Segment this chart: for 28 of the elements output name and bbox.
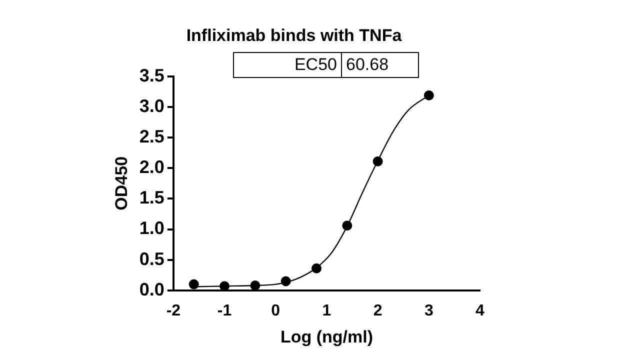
point bbox=[342, 220, 352, 231]
chart-title: Infliximab binds with TNFa bbox=[186, 26, 402, 45]
text: EC50 bbox=[234, 52, 342, 78]
y-axis-title: OD450 bbox=[112, 156, 131, 210]
x-tick-label: -2 bbox=[166, 302, 181, 320]
x-tick-label: 1 bbox=[322, 302, 332, 320]
y-tick-label: 3.5 bbox=[139, 65, 164, 86]
y-tick-label: 1.5 bbox=[139, 188, 164, 208]
y-tick-label: 2.0 bbox=[139, 157, 164, 178]
y-tick-label: 3.0 bbox=[139, 96, 164, 116]
y-tick-label: 0.5 bbox=[139, 248, 164, 269]
y-tick-label: 1.0 bbox=[139, 218, 164, 238]
x-tick-label: 2 bbox=[373, 302, 382, 320]
x-tick-label: 4 bbox=[476, 302, 485, 320]
point bbox=[372, 156, 383, 166]
x-tick-label: 3 bbox=[424, 302, 434, 320]
point bbox=[250, 280, 260, 290]
y-tick-label: 0.0 bbox=[139, 279, 164, 300]
x-tick-label: 0 bbox=[271, 302, 280, 320]
point bbox=[311, 263, 322, 274]
point bbox=[280, 276, 291, 286]
text: 60.68 bbox=[342, 52, 418, 78]
x-axis-title: Log (ng/ml) bbox=[280, 327, 373, 346]
point bbox=[188, 279, 199, 290]
point bbox=[424, 90, 434, 100]
point bbox=[220, 281, 230, 290]
x-tick-label: -1 bbox=[217, 302, 232, 320]
y-tick-label: 2.5 bbox=[139, 126, 164, 147]
